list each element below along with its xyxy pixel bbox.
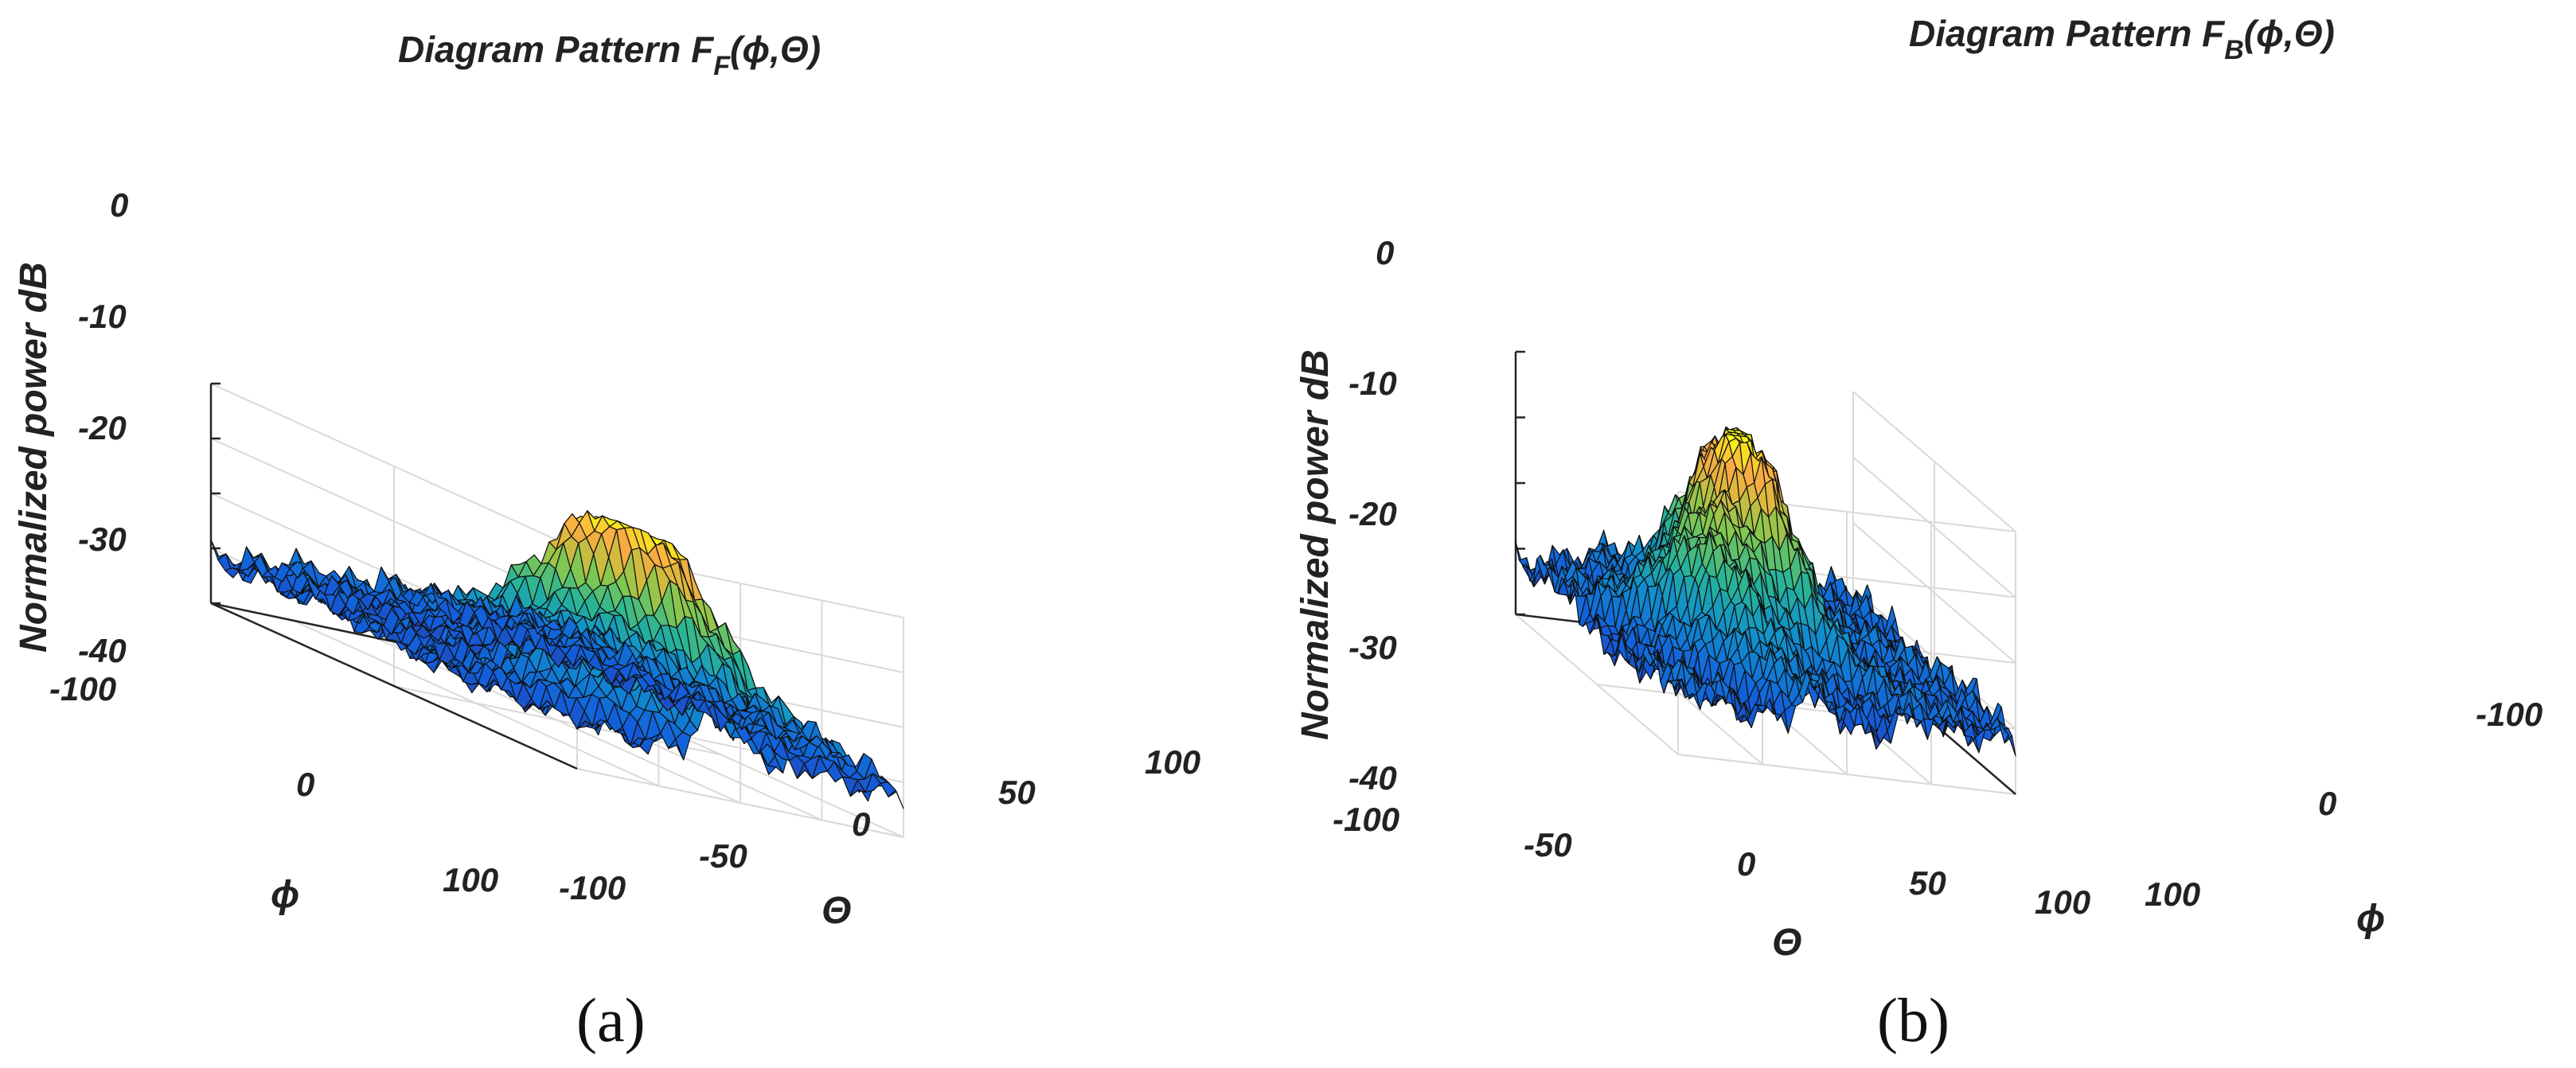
panel-b-x-tick: 0 (1737, 845, 1755, 883)
panel-a-x-tick: 0 (852, 805, 870, 843)
panel-a-y-tick: -100 (49, 670, 116, 707)
panel-a-y-tick: 0 (296, 766, 314, 803)
a-grid-line (576, 768, 904, 838)
panel-b-z-tick: -40 (1348, 759, 1397, 797)
panel-b-z-axis-label: Normalized power dB (1294, 349, 1337, 740)
panel-b-y-tick: 0 (2318, 785, 2336, 822)
panel-a-z-tick: -10 (78, 298, 127, 335)
panel-b-y-axis-label: ϕ (2356, 898, 2385, 940)
panel-a-x-tick: -100 (559, 869, 626, 906)
panel-a-z-axis-label: Normalized power dB (13, 262, 55, 653)
a-y-axis (210, 602, 578, 770)
a-surface-cell (880, 781, 896, 797)
panel-b-x-tick: 50 (1909, 864, 1946, 902)
panel-a-z-tick: -20 (78, 409, 127, 446)
panel-a-z-tick: -40 (78, 632, 127, 669)
b-grid-line (1677, 754, 2016, 795)
panel-a-z-tick: 0 (110, 186, 128, 224)
panel-a-y-tick: 100 (443, 861, 498, 898)
panel-b-x-tick: 100 (2035, 883, 2090, 921)
panel-a-title: Diagram Pattern FF(ϕ,Θ) (398, 29, 821, 81)
panel-a-y-axis-label: ϕ (271, 874, 299, 916)
panel-b-y-tick: -100 (2476, 696, 2543, 733)
panel-b-z-tick: -30 (1348, 629, 1397, 666)
panel-b-label: (b) (1877, 985, 1950, 1054)
panel-b-chart: Diagram Pattern FB(ϕ,Θ) 0 -10 -20 -30 -4… (1294, 13, 2543, 1054)
a-surface-cell (529, 613, 546, 635)
panel-b-surface (1515, 426, 2016, 757)
panel-b-x-tick: -50 (1524, 826, 1572, 863)
panel-a-z-tick: -30 (78, 520, 127, 558)
panel-b-x-tick: -100 (1333, 801, 1399, 838)
panel-a-chart: Diagram Pattern FF(ϕ,Θ) 0 -10 -20 -30 -4… (13, 29, 1200, 1054)
panel-a-axes (209, 382, 578, 770)
panel-a-x-tick: 50 (998, 774, 1036, 811)
panel-b-z-tick: 0 (1376, 234, 1394, 271)
panel-b-x-axis-label: Θ (1772, 922, 1801, 964)
panel-a-x-axis-label: Θ (822, 890, 851, 932)
panel-a-x-tick: 100 (1145, 743, 1200, 781)
panel-a-label: (a) (576, 985, 646, 1054)
panel-b-title: Diagram Pattern FB(ϕ,Θ) (1909, 13, 2335, 65)
panel-b-y-tick: 100 (2145, 875, 2200, 913)
panel-a-x-tick: -50 (699, 837, 747, 875)
panel-b-z-tick: -10 (1348, 364, 1397, 402)
panel-a-surface (210, 510, 904, 809)
panel-b-z-tick: -20 (1348, 495, 1397, 532)
